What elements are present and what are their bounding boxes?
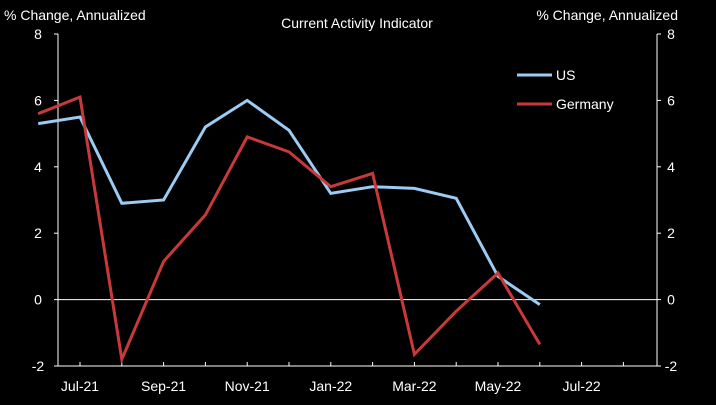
tick-labels: -2 -2 0 0 2 2 4 4 6 6 8 8 Jul-21 Sep-21 Nov-21 Jan-22 Ma… <box>32 26 678 394</box>
series-line-us <box>37 98 541 306</box>
y-tick-label-right: 6 <box>667 92 675 108</box>
y-tick-label-right: 8 <box>667 26 675 42</box>
y-tick-label-left: 4 <box>34 159 42 175</box>
legend-label-germany: Germany <box>556 96 614 112</box>
legend: US Germany <box>517 67 614 112</box>
x-tick-label: May-22 <box>475 378 522 394</box>
chart-title: Current Activity Indicator <box>281 15 433 31</box>
y-tick-label-right: 4 <box>667 159 675 175</box>
y-tick-label-left: 0 <box>34 292 42 308</box>
right-axis-label: % Change, Annualized <box>536 7 678 23</box>
axes <box>54 33 661 367</box>
y-tick-label-right: 2 <box>667 225 675 241</box>
y-tick-label-right: -2 <box>665 358 678 374</box>
left-axis-label: % Change, Annualized <box>4 7 146 23</box>
y-tick-label-left: 8 <box>34 26 42 42</box>
series-line-germany <box>37 95 542 365</box>
legend-label-us: US <box>556 67 575 83</box>
y-tick-label-left: -2 <box>32 358 45 374</box>
series-lines <box>37 95 542 365</box>
y-tick-label-right: 0 <box>667 292 675 308</box>
x-tick-label: Sep-21 <box>141 378 186 394</box>
x-tick-label: Jul-21 <box>61 378 99 394</box>
y-tick-label-left: 2 <box>34 225 42 241</box>
x-tick-label: Nov-21 <box>225 378 270 394</box>
x-tick-label: Mar-22 <box>392 378 437 394</box>
x-tick-label: Jul-22 <box>563 378 601 394</box>
x-tick-label: Jan-22 <box>309 378 352 394</box>
y-tick-label-left: 6 <box>34 92 42 108</box>
